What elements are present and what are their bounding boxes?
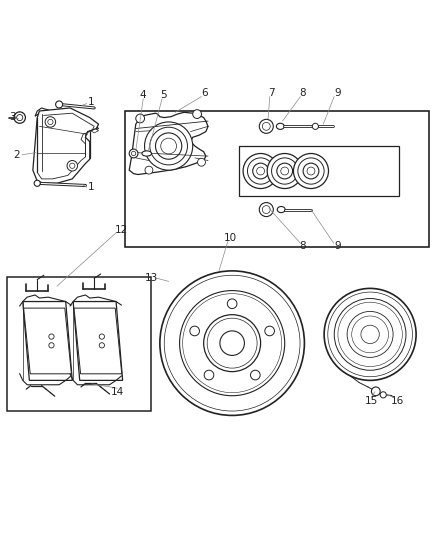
Text: 9: 9: [334, 87, 341, 98]
Bar: [7, 278, 151, 411]
Text: 2: 2: [13, 150, 20, 160]
Circle shape: [380, 392, 386, 398]
Circle shape: [259, 203, 273, 216]
Circle shape: [371, 387, 380, 395]
Circle shape: [328, 292, 413, 377]
Circle shape: [155, 133, 182, 159]
Ellipse shape: [276, 123, 284, 130]
Circle shape: [253, 163, 268, 179]
Circle shape: [347, 311, 393, 358]
Circle shape: [303, 163, 319, 179]
Circle shape: [160, 271, 304, 415]
Circle shape: [298, 158, 324, 184]
Circle shape: [251, 370, 260, 380]
Circle shape: [334, 298, 406, 370]
Circle shape: [164, 275, 300, 411]
Text: 13: 13: [145, 273, 158, 283]
Circle shape: [293, 154, 328, 189]
Circle shape: [247, 158, 274, 184]
Circle shape: [277, 163, 293, 179]
Polygon shape: [129, 112, 208, 174]
Circle shape: [227, 299, 237, 309]
Circle shape: [145, 122, 193, 170]
Text: 15: 15: [365, 396, 378, 406]
Text: 4: 4: [140, 90, 147, 100]
Circle shape: [259, 119, 273, 133]
Circle shape: [67, 160, 78, 171]
Circle shape: [281, 167, 289, 175]
Text: 9: 9: [334, 241, 341, 252]
Circle shape: [324, 288, 416, 381]
Circle shape: [262, 206, 270, 214]
Circle shape: [136, 114, 145, 123]
Text: 5: 5: [160, 90, 167, 100]
Circle shape: [129, 149, 138, 158]
Circle shape: [312, 123, 318, 130]
Circle shape: [56, 101, 63, 108]
Circle shape: [361, 325, 379, 344]
Text: 8: 8: [299, 87, 306, 98]
Bar: [239, 146, 399, 197]
Circle shape: [193, 110, 201, 118]
Text: 1: 1: [88, 182, 95, 192]
Circle shape: [14, 112, 25, 123]
Text: 3: 3: [9, 112, 16, 122]
Circle shape: [150, 127, 187, 165]
Text: 8: 8: [299, 241, 306, 252]
Circle shape: [204, 314, 261, 372]
Text: 16: 16: [391, 396, 404, 406]
Circle shape: [70, 163, 75, 168]
Text: 1: 1: [88, 97, 95, 107]
Circle shape: [180, 290, 285, 395]
Circle shape: [220, 331, 244, 356]
Circle shape: [45, 117, 56, 127]
Circle shape: [190, 326, 199, 336]
Circle shape: [145, 166, 153, 174]
Circle shape: [243, 154, 278, 189]
Circle shape: [257, 167, 265, 175]
Ellipse shape: [277, 206, 285, 213]
Text: 7: 7: [268, 87, 275, 98]
Text: 10: 10: [223, 233, 237, 243]
Circle shape: [131, 151, 136, 156]
Polygon shape: [37, 110, 99, 133]
Circle shape: [262, 123, 270, 130]
Polygon shape: [24, 308, 71, 374]
Polygon shape: [73, 302, 123, 381]
Polygon shape: [23, 302, 72, 381]
Text: 14: 14: [111, 387, 124, 397]
Polygon shape: [74, 308, 122, 374]
Text: 6: 6: [201, 88, 208, 98]
Circle shape: [198, 158, 205, 166]
Circle shape: [204, 370, 214, 380]
Circle shape: [267, 154, 302, 189]
Circle shape: [161, 138, 177, 154]
Ellipse shape: [142, 151, 152, 156]
Circle shape: [338, 302, 402, 367]
Polygon shape: [33, 108, 99, 183]
Circle shape: [17, 115, 23, 120]
Bar: [125, 111, 429, 247]
Circle shape: [207, 318, 257, 368]
Circle shape: [352, 316, 389, 353]
Circle shape: [34, 180, 40, 187]
Polygon shape: [35, 108, 99, 131]
Circle shape: [265, 326, 275, 336]
Circle shape: [48, 119, 53, 125]
Text: 12: 12: [115, 225, 128, 235]
Circle shape: [183, 294, 282, 393]
Circle shape: [272, 158, 298, 184]
Circle shape: [307, 167, 315, 175]
